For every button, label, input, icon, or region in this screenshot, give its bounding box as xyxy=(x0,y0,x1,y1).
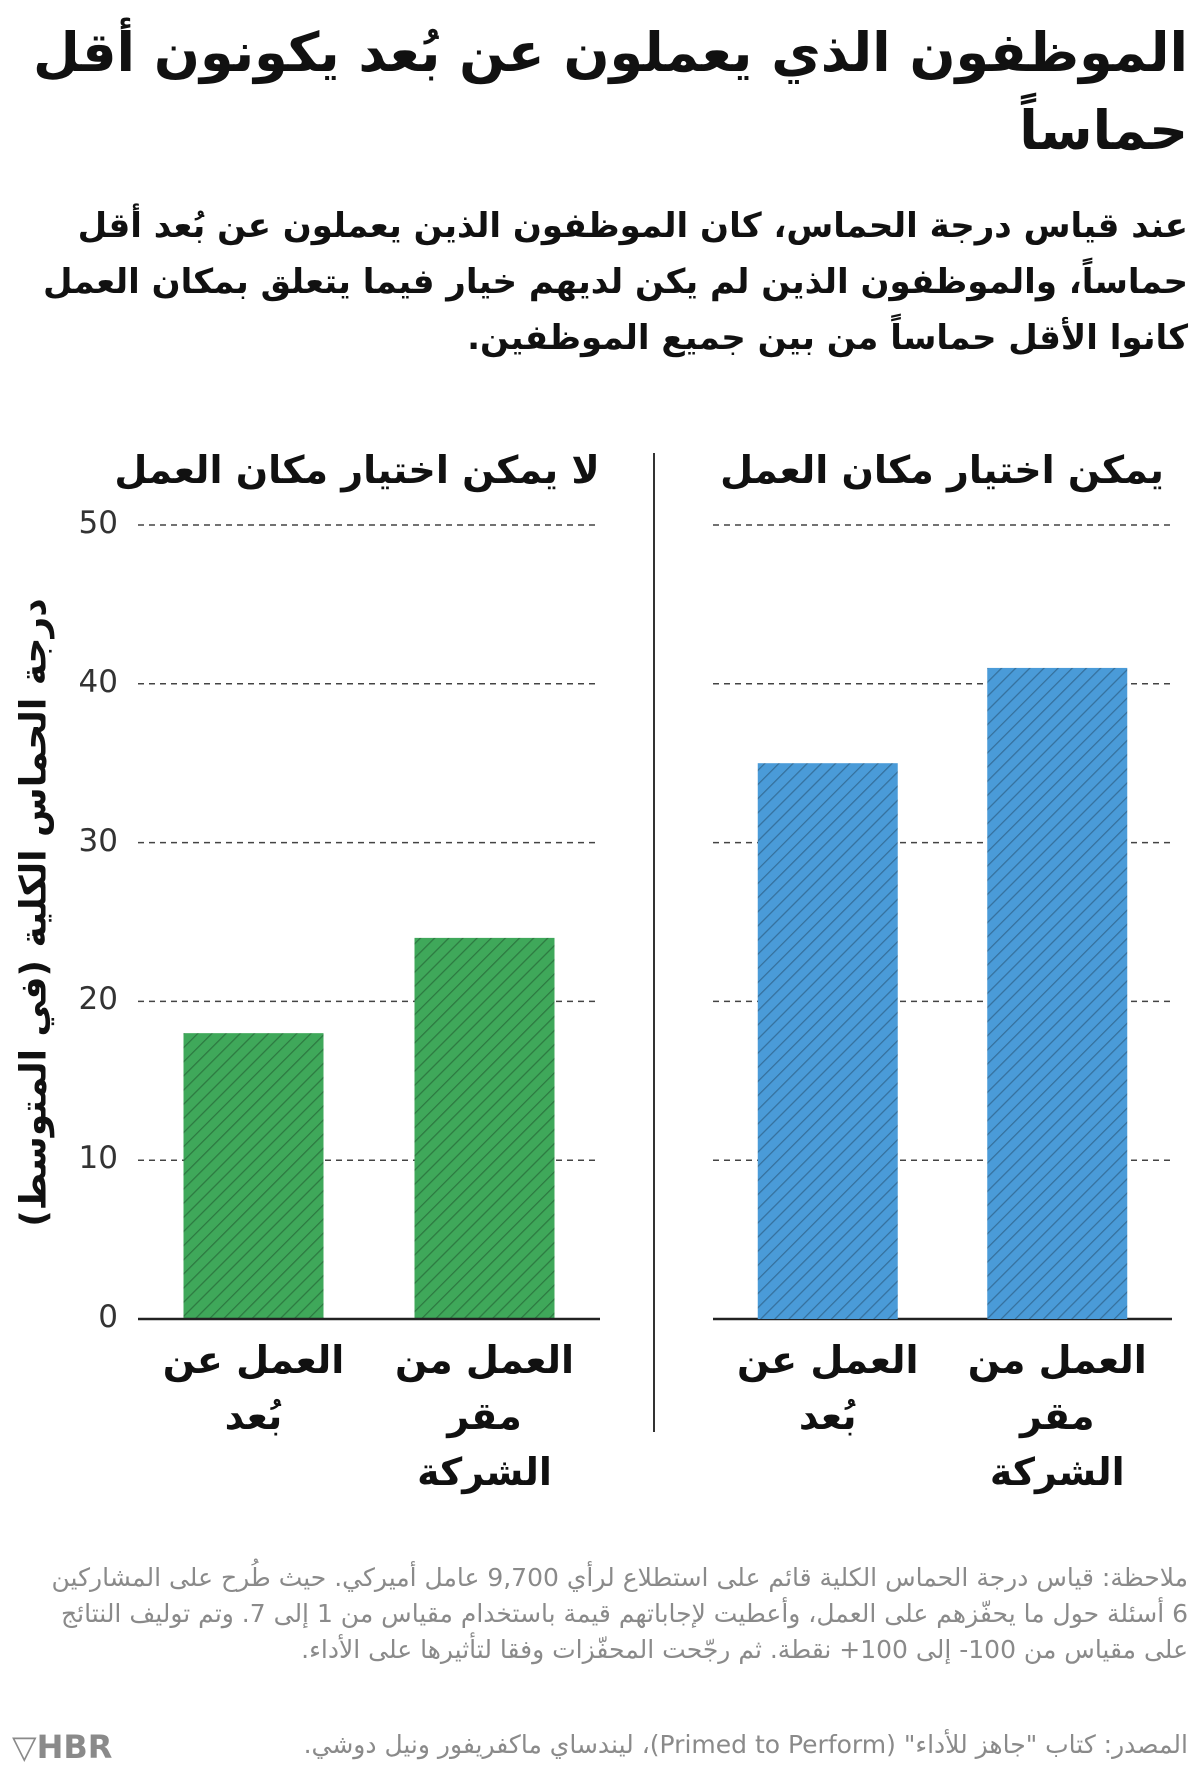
note: ملاحظة: قياس درجة الحماس الكلية قائم على… xyxy=(51,1563,1188,1664)
x-tick-label: العمل من مقر الشركة xyxy=(394,1338,575,1494)
bar xyxy=(757,763,898,1319)
title: الموظفون الذي يعملون عن بُعد يكونون أقل … xyxy=(33,21,1188,162)
bar xyxy=(414,937,555,1319)
y-tick-label: 0 xyxy=(98,1299,118,1335)
source: المصدر: كتاب "جاهز للأداء" (Primed to Pe… xyxy=(303,1730,1188,1759)
x-tick-label: العمل من مقر الشركة xyxy=(967,1338,1147,1494)
logo: ▽HBR xyxy=(12,1728,113,1766)
panel-title: لا يمكن اختيار مكان العمل xyxy=(114,448,600,492)
subtitle: عند قياس درجة الحماس، كان الموظفون الذين… xyxy=(43,206,1188,358)
x-tick-label: العمل عن بُعد xyxy=(736,1338,919,1438)
x-tick-label: العمل عن بُعد xyxy=(162,1338,345,1438)
panel-title: يمكن اختيار مكان العمل xyxy=(720,448,1164,492)
bar xyxy=(987,667,1128,1319)
y-tick-label: 20 xyxy=(78,981,118,1018)
y-tick-label: 50 xyxy=(78,505,118,541)
logo-text: HBR xyxy=(36,1728,113,1766)
y-axis-label: درجة الحماس الكلية (في المتوسط) xyxy=(13,598,55,1227)
y-tick-label: 40 xyxy=(78,663,118,700)
y-tick-label: 30 xyxy=(78,822,118,859)
y-tick-label: 10 xyxy=(78,1140,118,1177)
bar xyxy=(183,1033,324,1319)
